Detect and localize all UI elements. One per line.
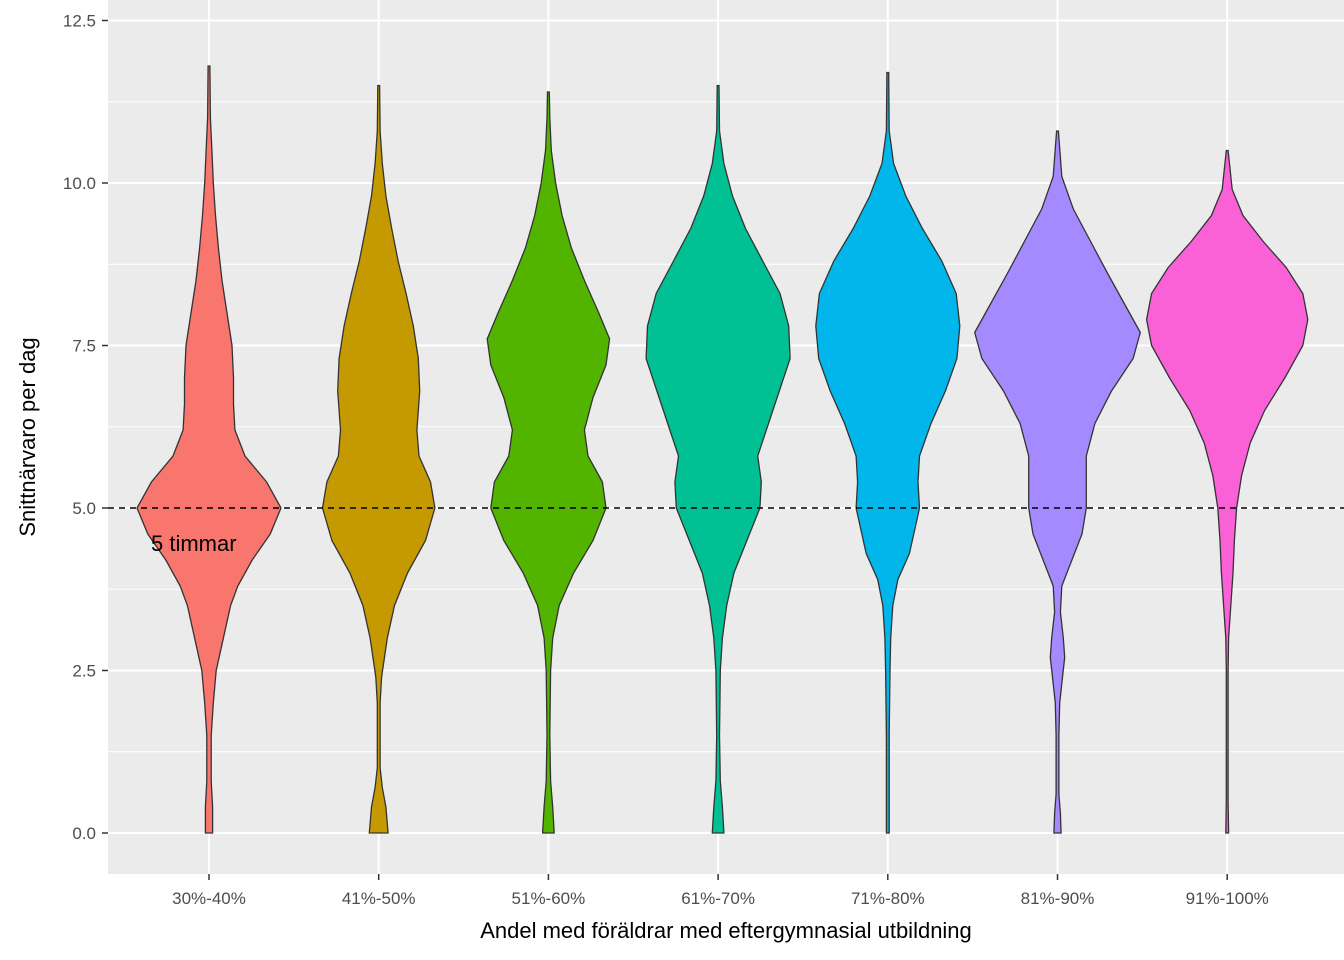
reference-line-label: 5 timmar bbox=[151, 531, 237, 556]
y-tick-label: 0.0 bbox=[72, 824, 96, 843]
x-tick-label: 71%-80% bbox=[851, 889, 925, 908]
x-tick-label: 91%-100% bbox=[1186, 889, 1269, 908]
x-tick-label: 30%-40% bbox=[172, 889, 246, 908]
y-tick-label: 5.0 bbox=[72, 499, 96, 518]
y-tick-label: 7.5 bbox=[72, 337, 96, 356]
x-axis-title: Andel med föräldrar med eftergymnasial u… bbox=[480, 918, 972, 943]
violins bbox=[136, 65, 1309, 834]
violin-30%-40% bbox=[136, 65, 282, 834]
x-tick-label: 51%-60% bbox=[512, 889, 586, 908]
violin-41%-50% bbox=[321, 84, 436, 834]
violin-51%-60% bbox=[486, 91, 611, 834]
x-axis: 30%-40% 41%-50% 51%-60% 61%-70% 71%-80% 81%-9… bbox=[172, 874, 1269, 908]
violin-81%-90% bbox=[974, 130, 1141, 834]
violin-91%-100% bbox=[1145, 149, 1309, 834]
x-tick-label: 61%-70% bbox=[681, 889, 755, 908]
y-axis-title: Snittnärvaro per dag bbox=[15, 337, 40, 536]
y-tick-label: 12.5 bbox=[63, 12, 96, 31]
y-axis: 0.0 2.5 5.0 7.5 10.0 12.5 bbox=[63, 12, 108, 843]
violin-61%-70% bbox=[645, 84, 791, 834]
y-tick-label: 2.5 bbox=[72, 662, 96, 681]
x-tick-label: 41%-50% bbox=[342, 889, 416, 908]
violin-71%-80% bbox=[815, 71, 961, 834]
x-tick-label: 81%-90% bbox=[1021, 889, 1095, 908]
y-tick-label: 10.0 bbox=[63, 174, 96, 193]
